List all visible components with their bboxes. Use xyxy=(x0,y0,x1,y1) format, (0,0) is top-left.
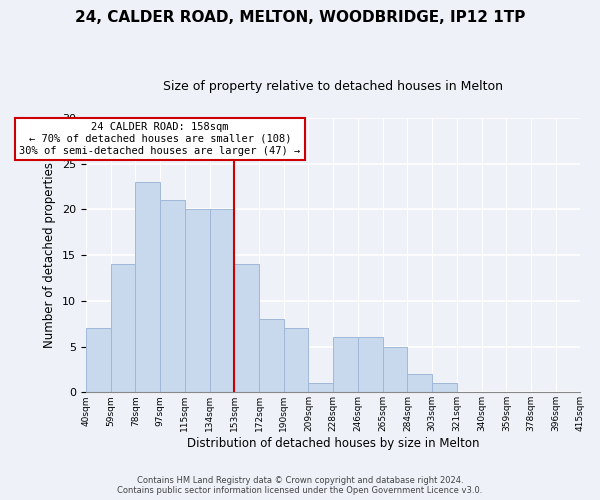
Bar xyxy=(284,328,308,392)
X-axis label: Distribution of detached houses by size in Melton: Distribution of detached houses by size … xyxy=(187,437,479,450)
Bar xyxy=(185,210,209,392)
Bar xyxy=(136,182,160,392)
Text: 24 CALDER ROAD: 158sqm
← 70% of detached houses are smaller (108)
30% of semi-de: 24 CALDER ROAD: 158sqm ← 70% of detached… xyxy=(19,122,301,156)
Bar xyxy=(259,319,284,392)
Bar xyxy=(333,338,358,392)
Text: Contains HM Land Registry data © Crown copyright and database right 2024.
Contai: Contains HM Land Registry data © Crown c… xyxy=(118,476,482,495)
Title: Size of property relative to detached houses in Melton: Size of property relative to detached ho… xyxy=(163,80,503,93)
Bar xyxy=(234,264,259,392)
Bar xyxy=(209,210,234,392)
Bar xyxy=(86,328,110,392)
Bar xyxy=(407,374,432,392)
Bar xyxy=(110,264,136,392)
Bar xyxy=(383,346,407,393)
Bar xyxy=(308,383,333,392)
Text: 24, CALDER ROAD, MELTON, WOODBRIDGE, IP12 1TP: 24, CALDER ROAD, MELTON, WOODBRIDGE, IP1… xyxy=(75,10,525,25)
Bar xyxy=(358,338,383,392)
Bar xyxy=(160,200,185,392)
Y-axis label: Number of detached properties: Number of detached properties xyxy=(43,162,56,348)
Bar xyxy=(432,383,457,392)
